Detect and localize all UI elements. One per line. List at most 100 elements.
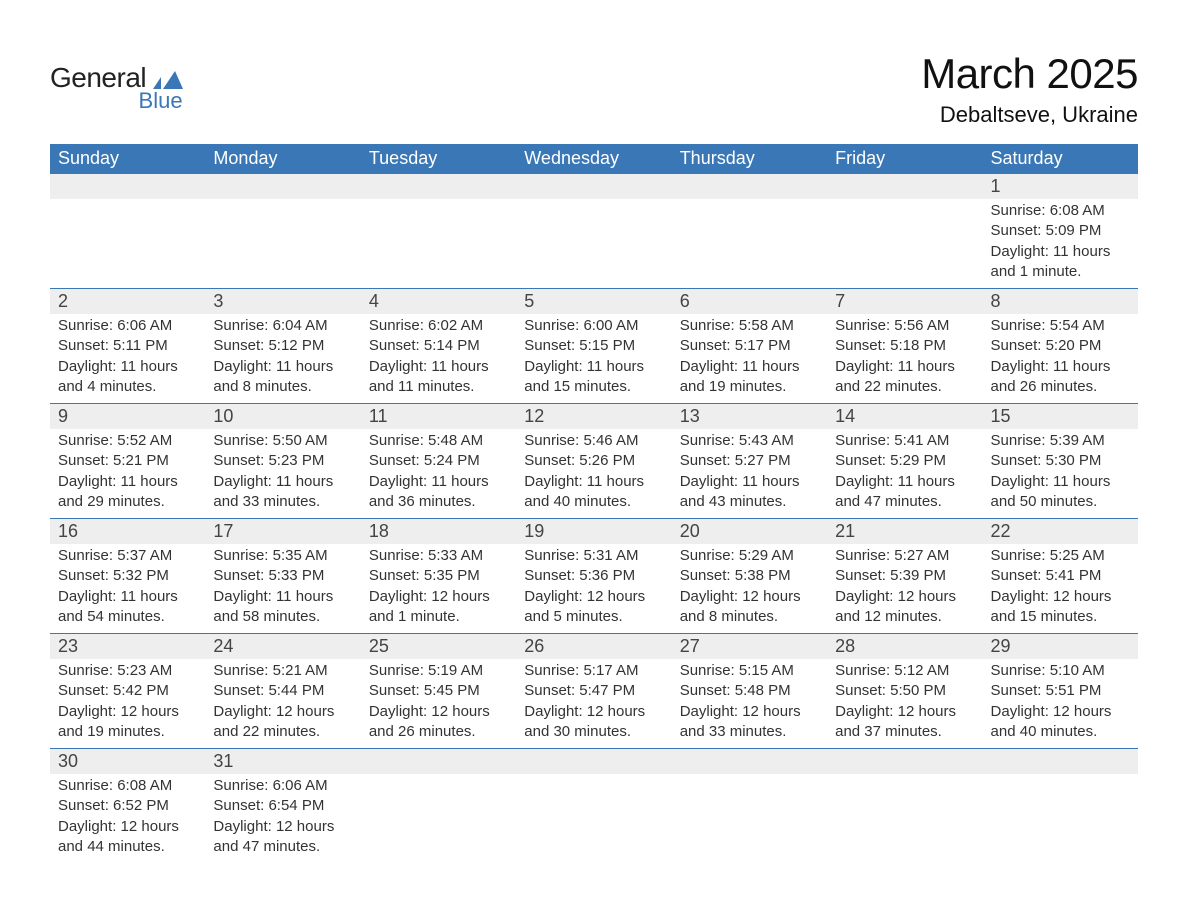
day-detail-cell: Sunrise: 5:29 AMSunset: 5:38 PMDaylight:… bbox=[672, 544, 827, 634]
day-number-cell: 16 bbox=[50, 519, 205, 545]
day-number-cell: 4 bbox=[361, 289, 516, 315]
sunrise-text: Sunrise: 6:08 AM bbox=[991, 201, 1130, 221]
day2-text: and 54 minutes. bbox=[58, 607, 197, 627]
weekday-header: Wednesday bbox=[516, 144, 671, 174]
day-number-cell: 5 bbox=[516, 289, 671, 315]
sunset-text: Sunset: 5:51 PM bbox=[991, 681, 1130, 701]
day-number-cell: 13 bbox=[672, 404, 827, 430]
sunset-text: Sunset: 5:50 PM bbox=[835, 681, 974, 701]
day-detail-cell: Sunrise: 5:58 AMSunset: 5:17 PMDaylight:… bbox=[672, 314, 827, 404]
sunset-text: Sunset: 5:21 PM bbox=[58, 451, 197, 471]
day-number-cell bbox=[516, 749, 671, 775]
day-number: 28 bbox=[835, 636, 855, 656]
day1-text: Daylight: 12 hours bbox=[524, 702, 663, 722]
title-block: March 2025 Debaltseve, Ukraine bbox=[921, 50, 1138, 136]
weekday-header: Saturday bbox=[983, 144, 1138, 174]
day-detail-cell bbox=[983, 774, 1138, 863]
day1-text: Daylight: 12 hours bbox=[680, 702, 819, 722]
sunset-text: Sunset: 5:23 PM bbox=[213, 451, 352, 471]
day2-text: and 40 minutes. bbox=[524, 492, 663, 512]
day-detail-cell: Sunrise: 6:06 AMSunset: 6:54 PMDaylight:… bbox=[205, 774, 360, 863]
day-number: 16 bbox=[58, 521, 78, 541]
day-detail-cell: Sunrise: 6:08 AMSunset: 6:52 PMDaylight:… bbox=[50, 774, 205, 863]
day-number-row: 1 bbox=[50, 174, 1138, 200]
sunset-text: Sunset: 5:30 PM bbox=[991, 451, 1130, 471]
sunset-text: Sunset: 5:27 PM bbox=[680, 451, 819, 471]
day-detail-row: Sunrise: 5:52 AMSunset: 5:21 PMDaylight:… bbox=[50, 429, 1138, 519]
day1-text: Daylight: 11 hours bbox=[213, 472, 352, 492]
sunrise-text: Sunrise: 5:17 AM bbox=[524, 661, 663, 681]
day-detail-cell bbox=[672, 774, 827, 863]
sunset-text: Sunset: 5:42 PM bbox=[58, 681, 197, 701]
sunset-text: Sunset: 5:18 PM bbox=[835, 336, 974, 356]
day-detail-cell: Sunrise: 5:56 AMSunset: 5:18 PMDaylight:… bbox=[827, 314, 982, 404]
day2-text: and 33 minutes. bbox=[680, 722, 819, 742]
day1-text: Daylight: 11 hours bbox=[213, 587, 352, 607]
day1-text: Daylight: 12 hours bbox=[835, 587, 974, 607]
day-detail-row: Sunrise: 6:08 AMSunset: 5:09 PMDaylight:… bbox=[50, 199, 1138, 289]
day1-text: Daylight: 12 hours bbox=[58, 702, 197, 722]
day-number-cell: 27 bbox=[672, 634, 827, 660]
day-number: 29 bbox=[991, 636, 1011, 656]
day-number-row: 2345678 bbox=[50, 289, 1138, 315]
day-detail-cell bbox=[827, 774, 982, 863]
day1-text: Daylight: 11 hours bbox=[58, 587, 197, 607]
day1-text: Daylight: 11 hours bbox=[524, 472, 663, 492]
day-number-cell: 23 bbox=[50, 634, 205, 660]
calendar-body: 1Sunrise: 6:08 AMSunset: 5:09 PMDaylight… bbox=[50, 174, 1138, 864]
day-number-cell bbox=[983, 749, 1138, 775]
sunset-text: Sunset: 5:20 PM bbox=[991, 336, 1130, 356]
day2-text: and 19 minutes. bbox=[680, 377, 819, 397]
day-number: 15 bbox=[991, 406, 1011, 426]
logo: General Blue bbox=[50, 62, 183, 114]
location-label: Debaltseve, Ukraine bbox=[921, 102, 1138, 128]
sunset-text: Sunset: 5:09 PM bbox=[991, 221, 1130, 241]
day-number: 10 bbox=[213, 406, 233, 426]
day1-text: Daylight: 12 hours bbox=[524, 587, 663, 607]
day-detail-row: Sunrise: 5:37 AMSunset: 5:32 PMDaylight:… bbox=[50, 544, 1138, 634]
sunset-text: Sunset: 5:39 PM bbox=[835, 566, 974, 586]
day1-text: Daylight: 12 hours bbox=[991, 702, 1130, 722]
day1-text: Daylight: 11 hours bbox=[991, 242, 1130, 262]
day-number: 3 bbox=[213, 291, 223, 311]
sunset-text: Sunset: 5:17 PM bbox=[680, 336, 819, 356]
day2-text: and 15 minutes. bbox=[524, 377, 663, 397]
weekday-header: Sunday bbox=[50, 144, 205, 174]
day-number: 18 bbox=[369, 521, 389, 541]
day-number: 21 bbox=[835, 521, 855, 541]
sunset-text: Sunset: 5:35 PM bbox=[369, 566, 508, 586]
day1-text: Daylight: 12 hours bbox=[369, 587, 508, 607]
day2-text: and 47 minutes. bbox=[835, 492, 974, 512]
day-detail-cell: Sunrise: 5:50 AMSunset: 5:23 PMDaylight:… bbox=[205, 429, 360, 519]
day2-text: and 8 minutes. bbox=[213, 377, 352, 397]
day-detail-cell: Sunrise: 5:17 AMSunset: 5:47 PMDaylight:… bbox=[516, 659, 671, 749]
day-detail-cell: Sunrise: 5:23 AMSunset: 5:42 PMDaylight:… bbox=[50, 659, 205, 749]
day1-text: Daylight: 11 hours bbox=[369, 472, 508, 492]
sunrise-text: Sunrise: 5:27 AM bbox=[835, 546, 974, 566]
day2-text: and 1 minute. bbox=[991, 262, 1130, 282]
day2-text: and 33 minutes. bbox=[213, 492, 352, 512]
day-number: 2 bbox=[58, 291, 68, 311]
day-detail-cell: Sunrise: 5:27 AMSunset: 5:39 PMDaylight:… bbox=[827, 544, 982, 634]
day-detail-cell: Sunrise: 5:54 AMSunset: 5:20 PMDaylight:… bbox=[983, 314, 1138, 404]
weekday-header: Tuesday bbox=[361, 144, 516, 174]
day2-text: and 26 minutes. bbox=[991, 377, 1130, 397]
day2-text: and 1 minute. bbox=[369, 607, 508, 627]
day-number-row: 3031 bbox=[50, 749, 1138, 775]
day-number-cell: 7 bbox=[827, 289, 982, 315]
sunset-text: Sunset: 5:48 PM bbox=[680, 681, 819, 701]
sunrise-text: Sunrise: 5:39 AM bbox=[991, 431, 1130, 451]
day-detail-cell bbox=[516, 774, 671, 863]
day-detail-cell: Sunrise: 5:43 AMSunset: 5:27 PMDaylight:… bbox=[672, 429, 827, 519]
day-number-cell: 14 bbox=[827, 404, 982, 430]
day-number: 11 bbox=[369, 406, 388, 426]
day-number-cell: 10 bbox=[205, 404, 360, 430]
sunset-text: Sunset: 5:26 PM bbox=[524, 451, 663, 471]
day2-text: and 40 minutes. bbox=[991, 722, 1130, 742]
day2-text: and 29 minutes. bbox=[58, 492, 197, 512]
day-detail-cell: Sunrise: 5:39 AMSunset: 5:30 PMDaylight:… bbox=[983, 429, 1138, 519]
day-number-cell: 3 bbox=[205, 289, 360, 315]
weekday-header-row: Sunday Monday Tuesday Wednesday Thursday… bbox=[50, 144, 1138, 174]
day-detail-cell: Sunrise: 6:02 AMSunset: 5:14 PMDaylight:… bbox=[361, 314, 516, 404]
day2-text: and 58 minutes. bbox=[213, 607, 352, 627]
